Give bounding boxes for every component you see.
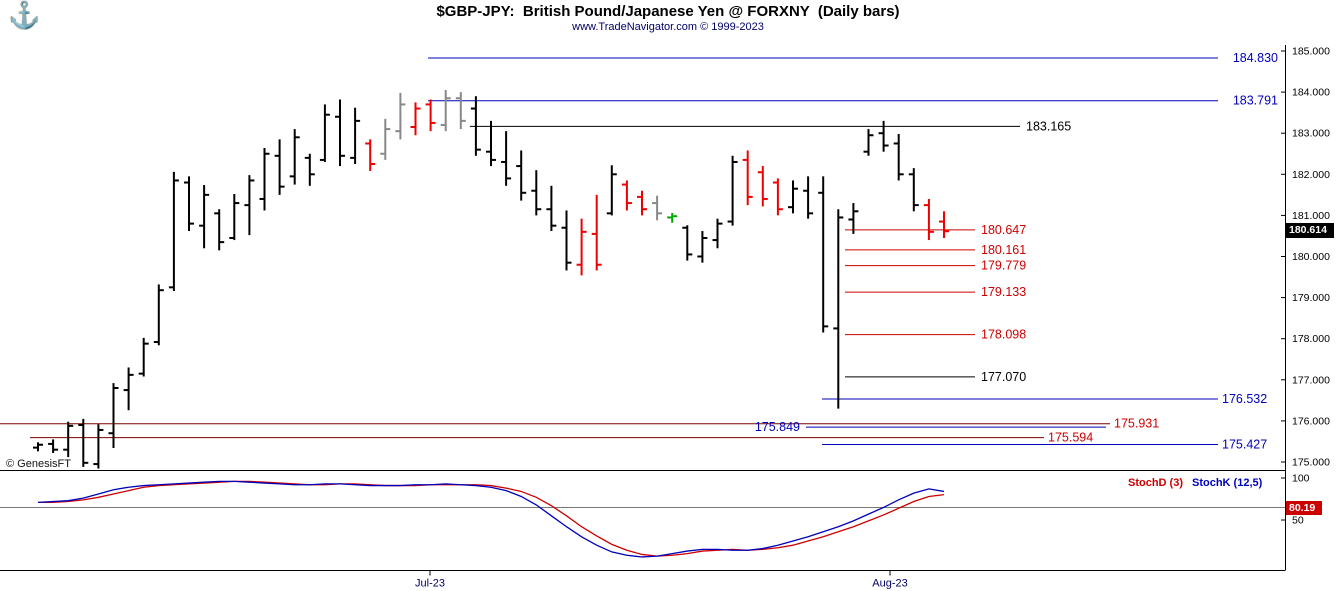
price-tick-label: 184.000 xyxy=(1292,87,1330,99)
level-label: 175.594 xyxy=(1048,431,1093,445)
time-axis-label: Jul-23 xyxy=(415,578,445,590)
stoch-d-line xyxy=(38,480,945,557)
price-tick-label: 175.000 xyxy=(1292,457,1330,469)
price-tick-label: 181.000 xyxy=(1292,210,1330,222)
price-tick-label: 178.000 xyxy=(1292,333,1330,345)
price-tick-label: 183.000 xyxy=(1292,128,1330,140)
time-axis-label: Aug-23 xyxy=(872,578,907,590)
chart-title: $GBP-JPY: British Pound/Japanese Yen @ F… xyxy=(436,3,900,20)
level-label: 175.849 xyxy=(755,420,800,434)
level-label: 176.532 xyxy=(1222,392,1267,406)
stochk-legend-label: StochK (12,5) xyxy=(1192,477,1263,489)
level-label: 179.133 xyxy=(981,285,1026,299)
price-tick-label: 180.000 xyxy=(1292,251,1330,263)
anchor-logo-icon: ⚓ xyxy=(8,0,41,30)
level-label: 179.779 xyxy=(981,259,1026,273)
stoch-tick-label: 100 xyxy=(1292,473,1310,485)
level-label: 175.931 xyxy=(1114,417,1159,431)
price-tick-label: 185.000 xyxy=(1292,46,1330,58)
genesis-watermark: © GenesisFT xyxy=(6,458,71,470)
stoch-k-line xyxy=(37,480,945,558)
level-label: 178.098 xyxy=(981,328,1026,342)
chart-subtitle: www.TradeNavigator.com © 1999-2023 xyxy=(572,21,764,33)
level-label: 180.647 xyxy=(981,223,1026,237)
stoch-tick-label: 50 xyxy=(1292,515,1304,527)
price-tick-label: 182.000 xyxy=(1292,169,1330,181)
last-price-badge: 180.614 xyxy=(1286,223,1334,239)
level-label: 177.070 xyxy=(981,370,1026,384)
stoch-value-badge: 80.19 xyxy=(1286,501,1322,515)
level-label: 183.791 xyxy=(1233,94,1278,108)
level-label: 180.161 xyxy=(981,243,1026,257)
stochd-legend-label: StochD (3) xyxy=(1128,477,1183,489)
price-tick-label: 179.000 xyxy=(1292,292,1330,304)
level-label: 184.830 xyxy=(1233,51,1278,65)
price-tick-label: 177.000 xyxy=(1292,374,1330,386)
level-label: 183.165 xyxy=(1026,119,1071,133)
price-tick-label: 176.000 xyxy=(1292,415,1330,427)
level-label: 175.427 xyxy=(1222,437,1267,451)
